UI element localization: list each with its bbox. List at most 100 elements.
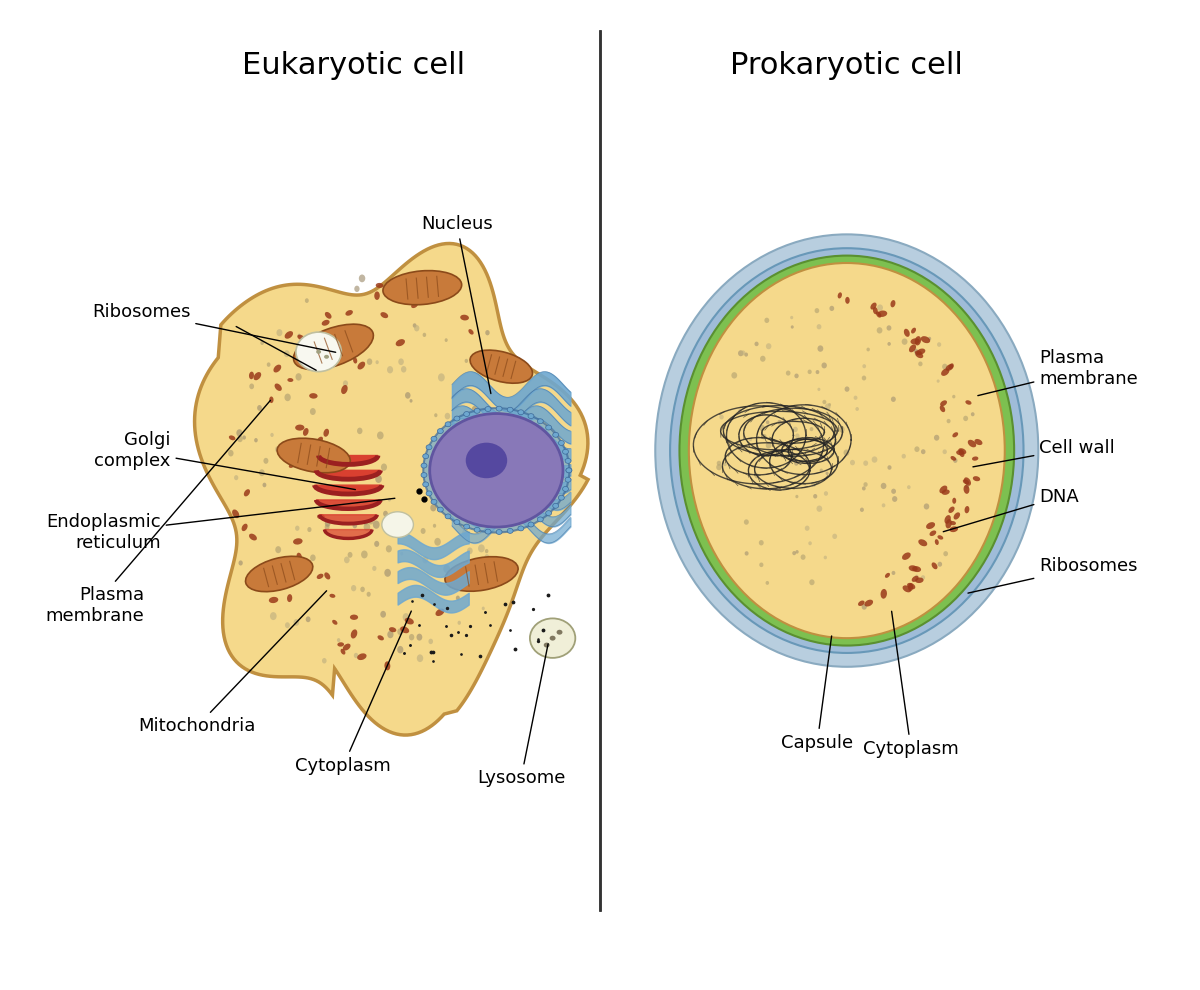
Ellipse shape [820,468,823,472]
Ellipse shape [916,574,918,578]
Polygon shape [316,500,380,509]
Ellipse shape [877,327,882,334]
Ellipse shape [794,461,798,465]
Ellipse shape [457,621,461,625]
Ellipse shape [950,456,956,460]
Ellipse shape [920,449,925,454]
Ellipse shape [376,360,379,364]
Ellipse shape [914,350,922,355]
Ellipse shape [472,406,478,413]
Ellipse shape [731,372,737,378]
Text: Endoplasmic
reticulum: Endoplasmic reticulum [46,498,395,551]
Ellipse shape [862,486,865,490]
Ellipse shape [924,503,929,510]
Ellipse shape [383,511,388,517]
Ellipse shape [796,495,798,498]
Ellipse shape [445,339,448,342]
Ellipse shape [566,468,572,473]
Ellipse shape [565,477,571,482]
Ellipse shape [317,573,324,579]
Ellipse shape [817,388,821,391]
Ellipse shape [348,551,353,557]
Ellipse shape [295,373,301,380]
Ellipse shape [689,263,1004,639]
Ellipse shape [944,515,950,524]
Ellipse shape [481,607,485,610]
Ellipse shape [845,386,850,392]
Ellipse shape [463,524,469,529]
Ellipse shape [953,498,956,504]
Ellipse shape [877,311,887,317]
Ellipse shape [372,566,377,571]
Ellipse shape [546,511,552,516]
Ellipse shape [964,477,971,486]
Ellipse shape [253,372,262,380]
Ellipse shape [901,339,907,345]
Ellipse shape [353,357,358,363]
Ellipse shape [764,318,769,323]
Ellipse shape [792,551,796,555]
Ellipse shape [374,291,379,300]
Ellipse shape [856,407,859,411]
Ellipse shape [467,547,473,554]
Ellipse shape [796,550,799,553]
Ellipse shape [942,363,948,369]
Ellipse shape [928,337,931,341]
Ellipse shape [358,653,366,660]
Ellipse shape [496,406,502,411]
Ellipse shape [800,554,805,560]
Ellipse shape [431,504,437,512]
Ellipse shape [276,329,282,337]
Ellipse shape [294,324,373,369]
Ellipse shape [430,414,563,527]
Ellipse shape [904,329,910,337]
Polygon shape [319,515,377,524]
Ellipse shape [466,443,508,478]
Ellipse shape [793,427,798,433]
Ellipse shape [962,479,970,484]
Ellipse shape [811,482,816,487]
Ellipse shape [376,283,384,288]
Ellipse shape [959,448,966,454]
Ellipse shape [319,360,325,368]
Ellipse shape [914,446,919,452]
Ellipse shape [421,472,427,477]
Ellipse shape [284,331,293,339]
Ellipse shape [538,517,544,522]
Ellipse shape [242,436,246,440]
Ellipse shape [553,433,559,438]
Ellipse shape [918,540,928,546]
Ellipse shape [952,395,955,398]
Ellipse shape [965,400,972,405]
Ellipse shape [946,519,952,529]
Ellipse shape [422,333,426,337]
Ellipse shape [908,345,916,352]
Ellipse shape [389,627,396,633]
Ellipse shape [518,410,524,415]
Ellipse shape [553,503,559,508]
Ellipse shape [902,585,911,592]
Ellipse shape [877,305,883,311]
Ellipse shape [949,527,958,533]
Ellipse shape [404,618,414,625]
Ellipse shape [346,310,353,316]
Ellipse shape [914,337,922,346]
Ellipse shape [817,346,823,351]
Ellipse shape [409,634,414,641]
Ellipse shape [322,320,330,326]
Ellipse shape [246,556,313,592]
Ellipse shape [474,408,480,413]
Ellipse shape [443,564,450,573]
Ellipse shape [461,315,469,321]
Ellipse shape [942,489,949,495]
Ellipse shape [918,361,923,366]
Ellipse shape [244,489,250,496]
Ellipse shape [296,552,302,560]
Ellipse shape [546,425,552,430]
Text: Plasma
membrane: Plasma membrane [978,349,1138,396]
Ellipse shape [275,546,281,553]
Ellipse shape [557,630,563,635]
Ellipse shape [809,542,812,545]
Ellipse shape [476,435,482,442]
Ellipse shape [322,338,326,344]
